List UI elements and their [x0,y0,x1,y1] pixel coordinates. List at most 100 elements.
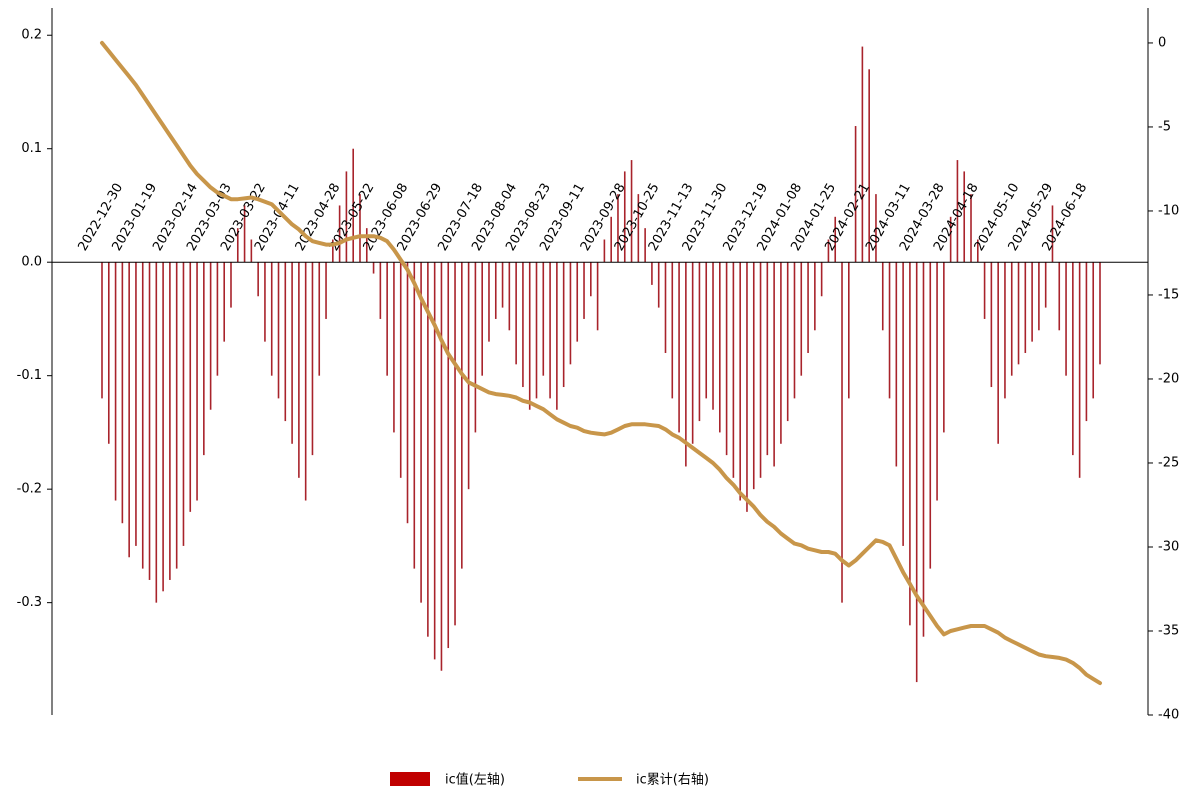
bar [379,262,382,319]
bar [542,262,545,376]
bar [291,262,293,444]
bar [528,262,531,410]
bar [447,262,450,649]
bar [617,194,619,263]
bar [691,262,694,444]
bar [562,262,565,388]
bar [535,262,538,399]
bar [461,262,463,569]
bar [332,239,334,263]
bar [936,262,938,501]
bar [515,262,517,365]
bar [148,262,151,580]
bar [671,262,674,399]
bar [786,262,789,422]
y-tick-label: 0.2 [21,28,42,43]
bar [719,262,721,433]
bar [1092,262,1095,399]
bar [494,262,497,319]
bar [556,262,558,410]
bar [895,262,898,467]
bar [508,262,511,331]
bar [474,262,477,433]
bar [590,262,592,297]
bar [440,262,443,671]
bar [372,262,375,274]
bar [345,171,348,263]
y2-tick-label: -5 [1158,119,1171,134]
bar [270,262,273,376]
bar [915,262,918,683]
bar [1078,262,1081,478]
y2-tick-label: -25 [1158,455,1179,470]
bar [739,262,741,501]
bar [121,262,124,524]
bar [698,262,701,422]
bar [1038,262,1040,331]
bar [1017,262,1020,365]
bar [820,262,823,297]
bar [304,262,307,501]
y2-tick-label: -10 [1158,203,1179,218]
bar [236,228,239,263]
bar [250,239,253,263]
bar [868,69,870,263]
bar [970,194,972,263]
bar [793,262,796,399]
bar [576,262,579,342]
bar [501,262,504,308]
bar [162,262,164,592]
y2-tick-label: -20 [1158,371,1179,386]
bar [298,262,300,478]
bar [481,262,483,376]
bar [943,262,945,433]
bar [203,262,205,456]
bar [169,262,171,580]
bar [1072,262,1074,456]
y-tick-label: -0.2 [17,482,42,497]
bar [603,239,606,263]
bar [644,228,646,263]
cumulative-line [100,40,1102,686]
bar [773,262,775,467]
y-tick-label: -0.1 [17,368,42,383]
bar [922,262,925,637]
bar [318,262,321,376]
bar [454,262,456,626]
bar [1099,262,1101,365]
bar [949,216,952,263]
bar [637,194,640,263]
y-tick-label: 0.0 [21,255,42,270]
bar [929,262,932,569]
bar [284,262,287,422]
y2-tick-label: 0 [1158,35,1166,50]
bar [807,262,809,353]
bar [712,262,714,410]
bar [596,262,599,331]
bar [732,262,735,478]
bar [630,160,633,263]
bar [705,262,708,399]
bar [420,262,422,603]
bar [549,262,551,399]
bar [406,262,409,524]
bar [888,262,891,399]
bar [623,171,626,263]
bar [1010,262,1013,376]
legend-label: ic值(左轴) [445,772,505,788]
bar [399,262,402,478]
bar [182,262,185,546]
bar [257,262,259,297]
bar [1024,262,1027,353]
bar [467,262,470,490]
bar [746,262,748,512]
bar [365,228,368,263]
bar [359,194,361,263]
bar [780,262,782,444]
y2-tick-label: -15 [1158,287,1179,302]
bar [223,262,226,342]
bar [814,262,816,331]
bar [128,262,130,558]
bar [834,216,837,263]
